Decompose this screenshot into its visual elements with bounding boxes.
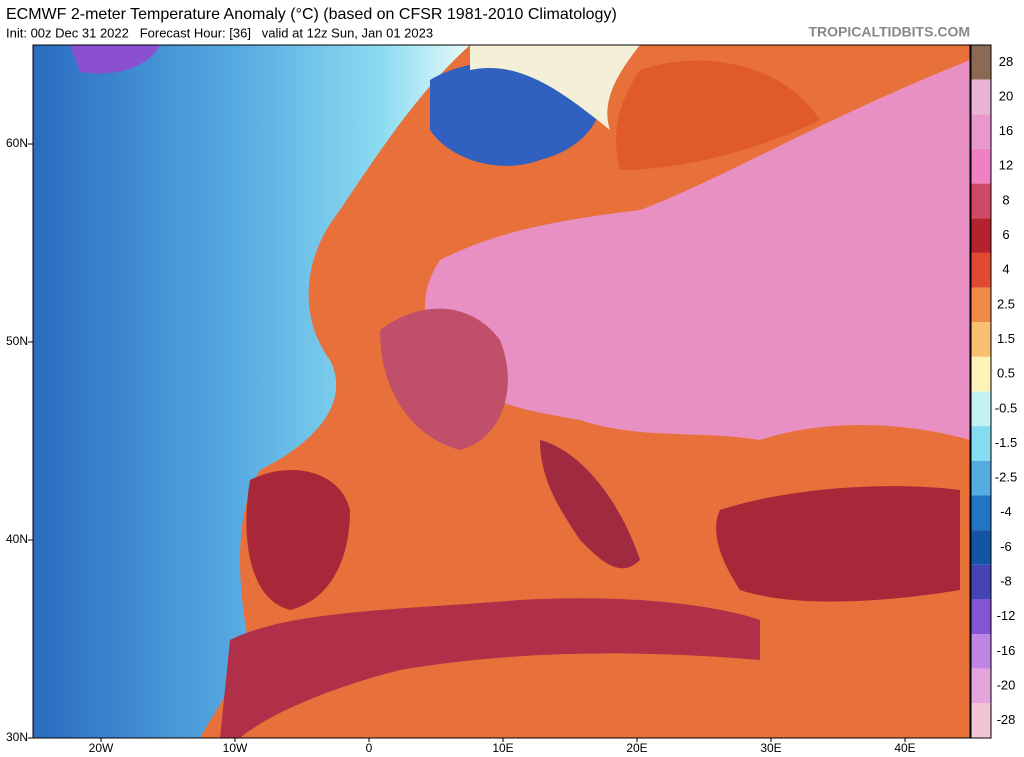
map bbox=[33, 45, 970, 738]
colorbar-frame bbox=[970, 44, 992, 739]
colorbar-bin bbox=[971, 426, 991, 461]
colorbar-label: 0.5 bbox=[997, 366, 1015, 381]
lat-label: 60N bbox=[6, 136, 28, 150]
colorbar-bin bbox=[971, 252, 991, 288]
colorbar-bin bbox=[971, 79, 991, 115]
lon-label: 0 bbox=[366, 741, 373, 755]
colorbar-label: -0.5 bbox=[995, 400, 1017, 415]
colorbar-label: 2.5 bbox=[997, 296, 1015, 311]
axis-labels: 60N 50N 40N 30N 20W 10W 0 10E 20E 30E 40E bbox=[6, 136, 916, 755]
colorbar: 28 20 16 12 8 6 4 2.5 1.5 0.5 -0.5 -1.5 -2.5 -4 -6 -8 -1… bbox=[970, 44, 1017, 739]
lon-label: 20W bbox=[89, 741, 114, 755]
colorbar-bin bbox=[971, 460, 991, 496]
colorbar-bin bbox=[971, 564, 991, 600]
colorbar-label: 12 bbox=[999, 158, 1013, 173]
colorbar-bin bbox=[971, 183, 991, 219]
colorbar-bin bbox=[971, 148, 991, 184]
colorbar-bin bbox=[971, 530, 991, 565]
lat-label: 50N bbox=[6, 334, 28, 348]
lon-label: 40E bbox=[894, 741, 915, 755]
colorbar-bin bbox=[971, 45, 991, 80]
colorbar-label: 16 bbox=[999, 123, 1013, 138]
colorbar-bin bbox=[971, 114, 991, 149]
colorbar-bin bbox=[971, 322, 991, 357]
colorbar-label: -4 bbox=[1000, 504, 1012, 519]
colorbar-bin bbox=[971, 634, 991, 669]
colorbar-bin bbox=[971, 218, 991, 253]
colorbar-bin bbox=[971, 391, 991, 427]
lon-label: 10E bbox=[492, 741, 513, 755]
colorbar-label: 4 bbox=[1002, 262, 1009, 277]
colorbar-label: -6 bbox=[1000, 539, 1012, 554]
title: ECMWF 2-meter Temperature Anomaly (°C) (… bbox=[6, 6, 617, 23]
colorbar-label: -28 bbox=[997, 712, 1016, 727]
colorbar-label: 6 bbox=[1002, 227, 1009, 242]
lon-label: 30E bbox=[760, 741, 781, 755]
lat-label: 30N bbox=[6, 730, 28, 744]
colorbar-label: -16 bbox=[997, 643, 1016, 658]
colorbar-bin bbox=[971, 668, 991, 704]
map-frame bbox=[32, 44, 971, 739]
colorbar-label: -20 bbox=[997, 677, 1016, 692]
colorbar-label: 8 bbox=[1002, 192, 1009, 207]
lon-label: 10W bbox=[223, 741, 248, 755]
colorbar-label: -12 bbox=[997, 608, 1016, 623]
colorbar-bin bbox=[971, 356, 991, 392]
colorbar-bin bbox=[971, 599, 991, 635]
lat-label: 40N bbox=[6, 532, 28, 546]
colorbar-label: 28 bbox=[999, 54, 1013, 69]
colorbar-bin bbox=[971, 703, 991, 738]
lon-label: 20E bbox=[626, 741, 647, 755]
source: TROPICALTIDBITS.COM bbox=[808, 24, 970, 40]
colorbar-bin bbox=[971, 287, 991, 323]
colorbar-bin bbox=[971, 495, 991, 531]
subtitle: Init: 00z Dec 31 2022 Forecast Hour: [36… bbox=[6, 25, 433, 40]
colorbar-label: -2.5 bbox=[995, 470, 1017, 485]
colorbar-label: 1.5 bbox=[997, 331, 1015, 346]
colorbar-label: -8 bbox=[1000, 574, 1012, 589]
colorbar-label: -1.5 bbox=[995, 435, 1017, 450]
colorbar-label: 20 bbox=[999, 88, 1013, 103]
